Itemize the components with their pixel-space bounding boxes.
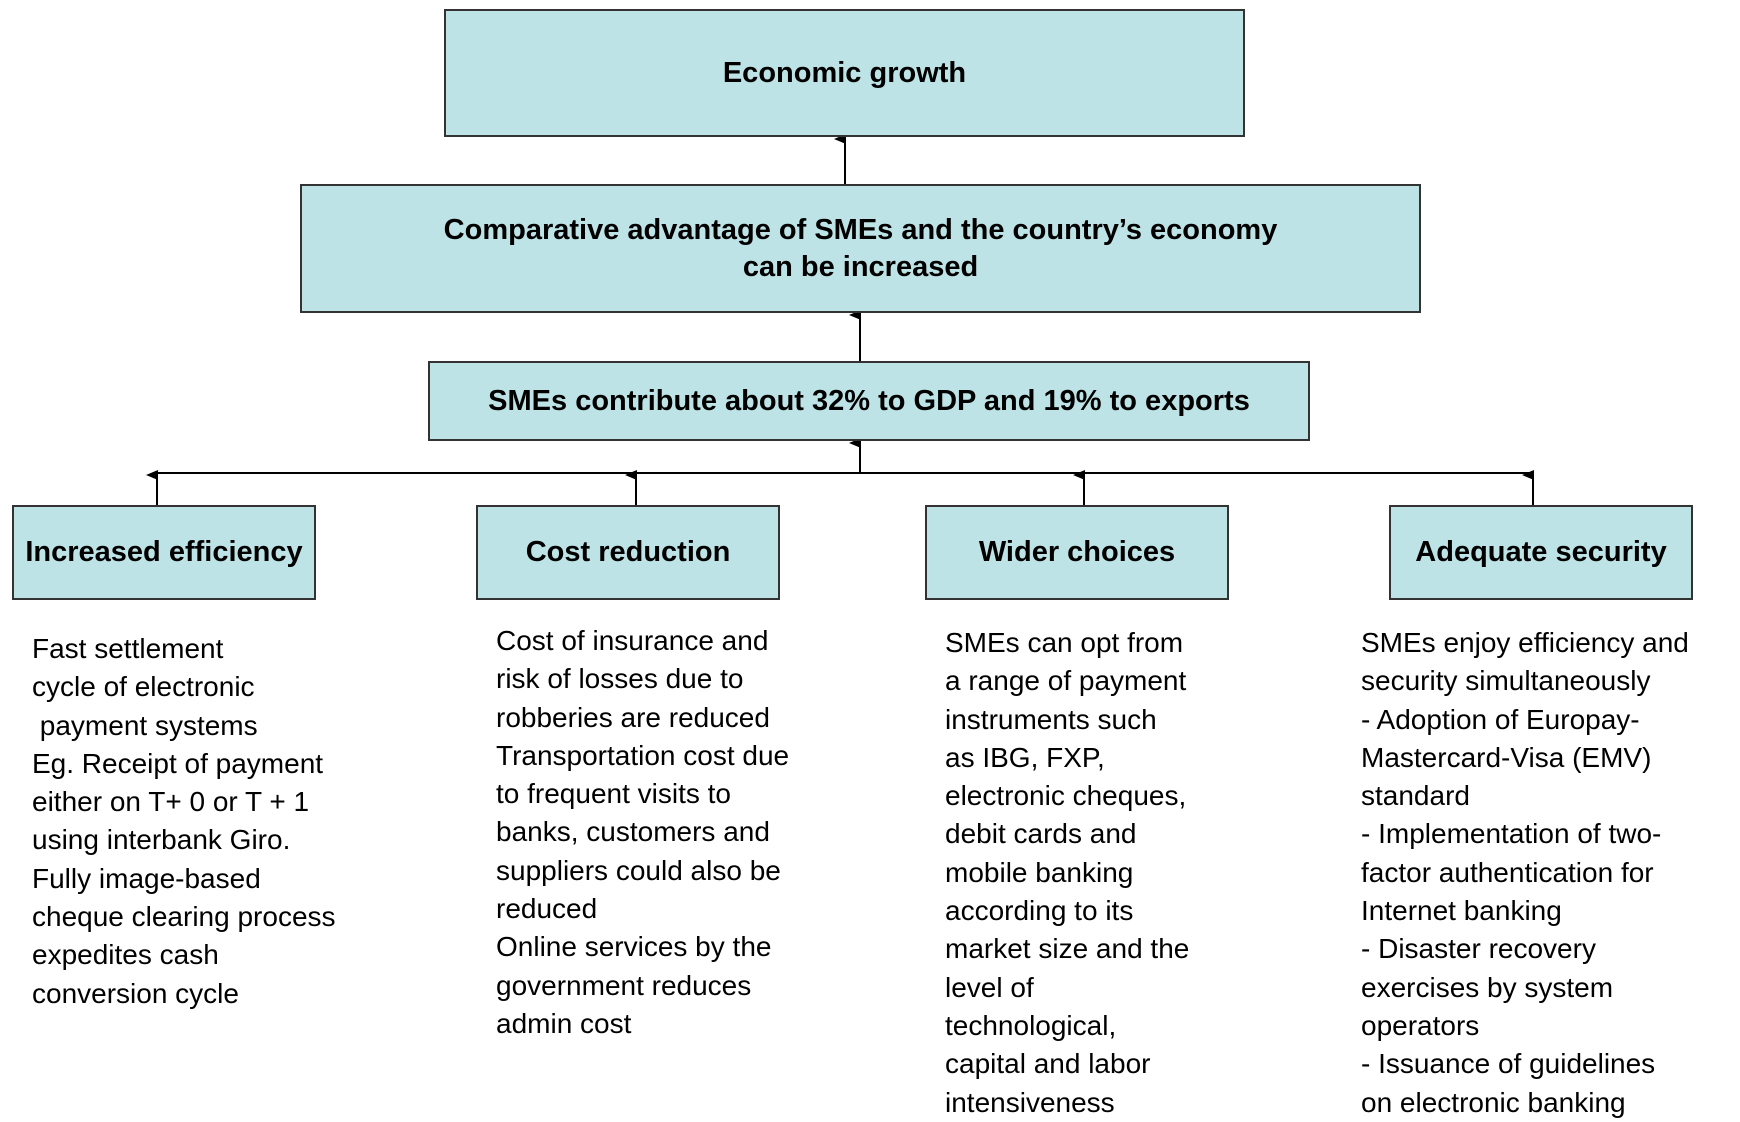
description-line: to frequent visits to bbox=[496, 778, 732, 810]
description-line: Eg. Receipt of payment bbox=[32, 747, 324, 779]
description-line: reduced bbox=[496, 893, 598, 925]
description-line: intensiveness bbox=[945, 1086, 1115, 1118]
description-line: robberies are reduced bbox=[496, 701, 770, 733]
description-line: as IBG, FXP, bbox=[945, 741, 1105, 773]
node-box: Wider choices bbox=[925, 505, 1229, 600]
description-line: - Adoption of Europay- bbox=[1361, 703, 1640, 735]
description-line: Cost of insurance and bbox=[496, 625, 769, 656]
description-line: expedites cash bbox=[32, 939, 219, 971]
description-line: - Implementation of two- bbox=[1361, 818, 1662, 850]
description-line: payment systems bbox=[32, 709, 258, 741]
node-label: Comparative advantage of SMEs and the co… bbox=[443, 213, 1278, 246]
description-line: Mastercard-Visa (EMV) bbox=[1361, 741, 1652, 773]
node-label: Cost reduction bbox=[525, 536, 731, 568]
node-box: Increased efficiency bbox=[12, 505, 316, 600]
description-line: according to its bbox=[945, 895, 1134, 927]
description-line: cycle of electronic bbox=[32, 671, 255, 703]
description-line: security simultaneously bbox=[1361, 665, 1651, 697]
description-line: either on T+ 0 or T + 1 bbox=[32, 786, 310, 818]
description-line: government reduces bbox=[496, 969, 752, 1001]
description-line: debit cards and bbox=[945, 818, 1137, 850]
description-line: level of bbox=[945, 971, 1034, 1003]
description-line: mobile banking bbox=[945, 856, 1134, 888]
node-box: Economic growth bbox=[444, 9, 1245, 137]
node-label: can be increased bbox=[742, 250, 979, 283]
description-line: using interbank Giro. bbox=[32, 824, 291, 856]
description-line: risk of losses due to bbox=[496, 663, 744, 695]
description-line: factor authentication for bbox=[1361, 856, 1654, 888]
node-description: SMEs enjoy efficiency and security simult… bbox=[1361, 624, 1689, 1122]
description-line: Fast settlement bbox=[32, 633, 224, 664]
node-label: Increased efficiency bbox=[25, 536, 303, 568]
node-label: Adequate security bbox=[1415, 536, 1667, 568]
description-line: Fully image-based bbox=[32, 862, 261, 894]
description-line: Transportation cost due bbox=[496, 739, 790, 771]
description-line: SMEs enjoy efficiency and bbox=[1361, 627, 1689, 658]
node-box: SMEs contribute about 32% to GDP and 19%… bbox=[428, 361, 1310, 441]
description-line: standard bbox=[1361, 780, 1470, 812]
description-line: conversion cycle bbox=[32, 977, 239, 1009]
node-description: Cost of insurance and risk of losses due … bbox=[496, 622, 789, 1043]
node-box: Cost reduction bbox=[476, 505, 780, 600]
node-box: Comparative advantage of SMEs and the co… bbox=[300, 184, 1421, 313]
description-line: banks, customers and bbox=[496, 816, 770, 848]
node-description: SMEs can opt from a range of payment instr… bbox=[945, 624, 1189, 1122]
description-line: Online services by the bbox=[496, 931, 772, 963]
node-label: Wider choices bbox=[978, 536, 1176, 568]
description-line: on electronic banking bbox=[1361, 1086, 1626, 1118]
description-line: instruments such bbox=[945, 703, 1157, 735]
description-line: - Issuance of guidelines bbox=[1361, 1048, 1656, 1080]
description-line: exercises by system bbox=[1361, 971, 1614, 1003]
description-line: suppliers could also be bbox=[496, 854, 781, 886]
description-line: capital and labor bbox=[945, 1048, 1151, 1080]
description-line: admin cost bbox=[496, 1007, 632, 1039]
description-line: SMEs can opt from bbox=[945, 627, 1184, 658]
description-line: Internet banking bbox=[1361, 895, 1562, 927]
node-description: Fast settlement cycle of electronic payme… bbox=[32, 630, 336, 1013]
description-line: electronic cheques, bbox=[945, 780, 1187, 812]
description-line: a range of payment bbox=[945, 665, 1187, 697]
node-label: Economic growth bbox=[722, 56, 967, 89]
description-line: cheque clearing process bbox=[32, 901, 336, 933]
description-line: market size and the bbox=[945, 933, 1190, 965]
node-box: Adequate security bbox=[1389, 505, 1693, 600]
description-line: technological, bbox=[945, 1009, 1117, 1041]
description-line: operators bbox=[1361, 1009, 1480, 1041]
node-label: SMEs contribute about 32% to GDP and 19%… bbox=[488, 384, 1250, 417]
description-line: - Disaster recovery bbox=[1361, 933, 1596, 965]
